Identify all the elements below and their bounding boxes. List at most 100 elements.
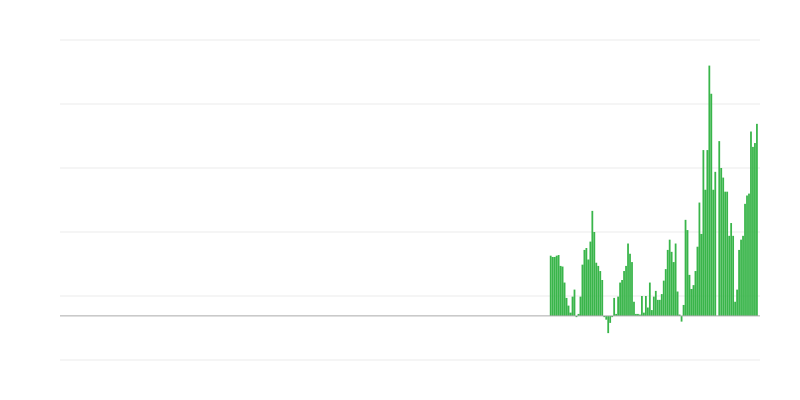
- bar: [577, 313, 580, 316]
- bar: [569, 312, 572, 316]
- bar: [613, 297, 616, 316]
- bar: [688, 274, 691, 316]
- bar: [658, 299, 661, 316]
- bar: [694, 271, 697, 316]
- bar: [652, 296, 655, 316]
- bar: [599, 271, 602, 316]
- bar: [559, 265, 562, 316]
- bar: [746, 195, 748, 316]
- bar: [752, 146, 754, 316]
- bar: [565, 297, 568, 316]
- bar: [724, 191, 727, 316]
- bar: [710, 93, 713, 316]
- bar: [573, 289, 576, 316]
- bar: [754, 143, 756, 316]
- bar: [680, 315, 683, 322]
- bar: [644, 296, 647, 316]
- bar: [738, 249, 740, 316]
- bar: [748, 193, 750, 316]
- bar: [553, 256, 556, 316]
- bar: [581, 264, 584, 316]
- bar: [595, 262, 598, 316]
- bar: [650, 310, 653, 316]
- bar: [668, 239, 671, 316]
- bar: [670, 251, 673, 316]
- bar: [633, 301, 635, 316]
- bar: [718, 141, 721, 316]
- bar: [641, 296, 643, 316]
- bar: [684, 219, 687, 316]
- bar: [702, 150, 705, 316]
- bar: [654, 290, 657, 316]
- bar: [605, 315, 608, 320]
- bar: [742, 235, 744, 316]
- bar: [726, 191, 729, 316]
- bar: [561, 266, 564, 316]
- bar: [730, 223, 733, 316]
- bar: [587, 259, 590, 316]
- bar: [631, 262, 633, 316]
- bar: [728, 235, 731, 316]
- bar: [736, 289, 738, 316]
- bar: [744, 203, 746, 316]
- bar: [549, 255, 552, 316]
- bar: [740, 239, 742, 316]
- bar: [567, 305, 570, 316]
- bar: [563, 282, 566, 316]
- bar: [639, 314, 641, 316]
- bar: [656, 299, 659, 316]
- bar: [750, 131, 752, 316]
- bar: [732, 235, 735, 316]
- bar: [579, 296, 582, 316]
- bar: [706, 150, 709, 316]
- bar: [591, 210, 594, 316]
- bar: [589, 241, 592, 316]
- bar: [660, 294, 663, 316]
- bar: [720, 168, 723, 316]
- bar: [625, 265, 627, 316]
- bar: [643, 312, 645, 316]
- bar: [676, 291, 679, 316]
- bar: [756, 123, 758, 316]
- bar: [619, 282, 621, 316]
- bar: [555, 255, 558, 316]
- bar: [583, 249, 586, 316]
- bars: [549, 65, 758, 334]
- bar: [712, 189, 715, 316]
- bar: [611, 315, 614, 318]
- bar: [708, 65, 711, 316]
- bar: [601, 280, 604, 316]
- bar: [551, 256, 554, 316]
- bar: [682, 304, 685, 316]
- bar: [678, 314, 681, 316]
- bar: [700, 233, 703, 316]
- bar: [648, 282, 651, 316]
- bar: [593, 232, 596, 316]
- bar: [629, 253, 631, 316]
- bar: [615, 313, 618, 316]
- bar: [603, 315, 606, 318]
- bar: [722, 177, 725, 316]
- bar: [637, 313, 639, 316]
- bar: [621, 280, 623, 316]
- bar: [714, 171, 717, 316]
- bar: [575, 315, 578, 318]
- bar: [666, 249, 669, 316]
- bar: [607, 315, 610, 334]
- bar: [690, 288, 693, 316]
- bar: [597, 265, 600, 316]
- bar: [662, 280, 665, 316]
- bar: [672, 262, 675, 316]
- bar: [704, 189, 707, 316]
- bar: [623, 271, 625, 316]
- bar: [617, 296, 620, 316]
- bar: [571, 296, 574, 316]
- bar: [627, 243, 629, 316]
- bar: [635, 313, 637, 316]
- bar: [674, 243, 677, 316]
- bar: [557, 255, 560, 316]
- bar: [692, 285, 695, 316]
- bar: [646, 307, 649, 316]
- bar: [734, 301, 737, 316]
